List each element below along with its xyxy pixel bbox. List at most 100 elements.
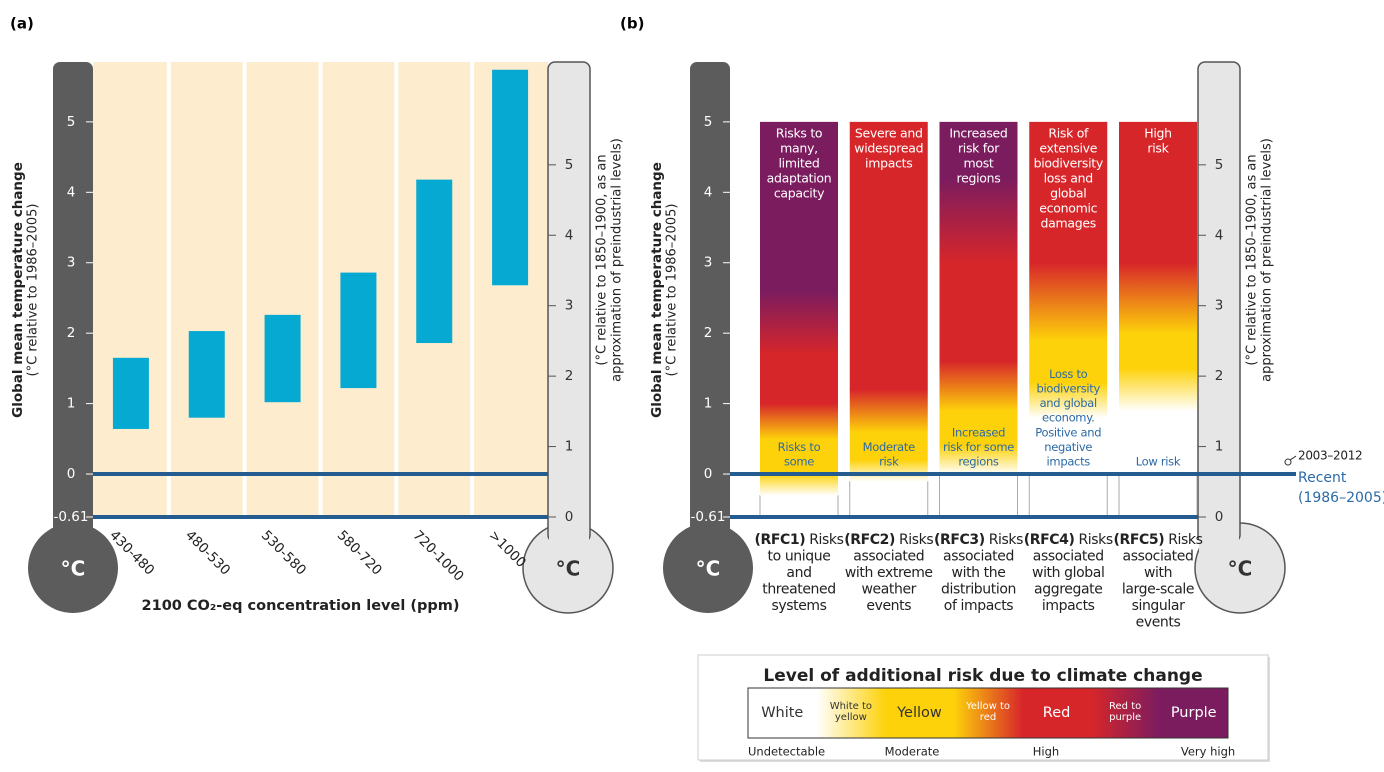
legend-cell <box>748 688 818 738</box>
y2-tick-label: 4 <box>1215 227 1224 243</box>
risk-bottom-label: negative <box>1044 440 1092 454</box>
risk-bottom-label: impacts <box>1047 455 1091 469</box>
risk-segment <box>939 445 1018 475</box>
y-tick-label: 1 <box>67 396 76 412</box>
y-axis-note: (°C relative to 1986–2005) <box>665 204 680 377</box>
column-code: (RFC4) <box>1024 532 1075 548</box>
range-bar <box>264 314 301 403</box>
column-label: systems <box>771 598 826 614</box>
y-axis-note: (°C relative to 1986–2005) <box>26 204 41 377</box>
legend-level: Very high <box>1181 745 1235 759</box>
risk-top-label: loss and <box>1044 170 1093 185</box>
column-label: with global <box>1032 565 1104 581</box>
column-label: (RFC1) Risks <box>754 532 843 548</box>
y-tick-label: 3 <box>67 255 76 271</box>
thermometer-unit: °C <box>696 557 721 581</box>
y-tick-label: 2 <box>704 325 713 341</box>
legend-cell <box>1159 688 1229 738</box>
legend-cell <box>953 688 1023 738</box>
risk-segment <box>1119 121 1197 264</box>
thermometer-stem <box>53 62 93 542</box>
range-bar <box>340 272 377 389</box>
risk-segment <box>1029 262 1108 341</box>
y-tick-label: 4 <box>67 184 76 200</box>
risk-top-label: Increased <box>949 125 1007 140</box>
risk-bottom-label: risk <box>879 455 899 469</box>
thermometer-joint <box>691 515 729 560</box>
column-label: (RFC2) Risks <box>844 532 933 548</box>
risk-segment <box>1119 410 1197 475</box>
risk-segment <box>1119 368 1197 412</box>
column-label: aggregate <box>1034 582 1102 598</box>
risk-top-label: most <box>963 155 993 170</box>
y-tick-label: 0 <box>67 466 76 482</box>
column-label: associated <box>1123 549 1194 565</box>
risk-segment <box>939 410 1018 447</box>
risk-bottom-label: Loss to <box>1049 367 1088 381</box>
x-tick-label: 580-720 <box>334 527 385 578</box>
y2-axis-label: approximation of preindustrial levels) <box>1260 138 1275 382</box>
annotation: Recent <box>1298 470 1347 486</box>
column-label: with <box>1144 565 1172 581</box>
risk-top-label: global <box>1050 185 1086 200</box>
risk-top-label: risk <box>1147 140 1169 155</box>
column-label: (RFC3) Risks <box>934 532 1023 548</box>
risk-top-label: adaptation <box>767 170 832 185</box>
thermometer-bulb <box>663 523 753 613</box>
risk-segment <box>760 121 838 292</box>
risk-segment <box>760 290 838 355</box>
y2-tick-label: 2 <box>565 368 574 384</box>
x-tick-label: >1000 <box>485 527 529 571</box>
legend-label: Red to <box>1109 701 1141 712</box>
legend-title: Level of additional risk due to climate … <box>763 666 1202 686</box>
range-bar <box>188 331 225 418</box>
legend-label: Yellow to <box>965 701 1010 712</box>
column-label: to unique <box>768 549 831 565</box>
risk-segment <box>849 389 928 433</box>
column-label: associated <box>943 549 1014 565</box>
legend-bar-border <box>747 687 1229 739</box>
y-axis-label: Global mean temperature change <box>649 162 665 418</box>
risk-top-label: impacts <box>865 155 912 170</box>
risk-bottom-label: Increased <box>952 425 1005 439</box>
risk-bottom-label: and global <box>1040 396 1097 410</box>
risk-bottom-label: economy. <box>1042 411 1094 425</box>
risk-segment <box>760 438 838 475</box>
y2-axis-label: (°C relative to 1850–1900, as an <box>1245 154 1260 365</box>
column-label: associated <box>1033 549 1104 565</box>
thermometer-joint <box>1199 515 1239 560</box>
column-code: (RFC5) <box>1113 532 1164 548</box>
column-label: associated <box>853 549 924 565</box>
risk-segment <box>939 121 1018 179</box>
risk-top-label: biodiversity <box>1034 155 1104 170</box>
risk-segment <box>939 178 1018 264</box>
x-tick-label: 530-580 <box>258 527 309 578</box>
panel-label: (a) <box>10 15 34 33</box>
y2-tick-label: 4 <box>565 227 574 243</box>
x-tick-label: 480-530 <box>182 527 233 578</box>
column-label: (RFC4) Risks <box>1024 532 1113 548</box>
y-axis-label: Global mean temperature change <box>10 162 26 418</box>
risk-segment <box>760 354 838 405</box>
y2-axis-label: (°C relative to 1850–1900, as an <box>595 154 610 365</box>
risk-bottom-label: Low risk <box>1136 455 1181 469</box>
risk-bottom-label: risk for some <box>943 440 1014 454</box>
risk-top-label: Risks to <box>776 125 823 140</box>
risk-bottom-label: regions <box>958 455 999 469</box>
thermometer-unit: °C <box>1228 557 1253 581</box>
range-bar <box>492 69 529 286</box>
y-tick-label: 4 <box>704 184 713 200</box>
y2-tick-label: 2 <box>1215 368 1224 384</box>
risk-segment <box>849 459 928 482</box>
risk-top-label: risk for <box>958 140 1000 155</box>
thermometer-joint <box>54 515 92 560</box>
legend-cell <box>1022 688 1092 738</box>
risk-segment <box>1029 382 1108 419</box>
risk-segment <box>760 474 838 496</box>
y-tick-label: -0.61 <box>54 509 89 525</box>
risk-bottom-label: Positive and <box>1035 425 1101 439</box>
column-label: with the <box>952 565 1006 581</box>
risk-top-label: High <box>1144 125 1172 140</box>
risk-segment <box>849 431 928 461</box>
